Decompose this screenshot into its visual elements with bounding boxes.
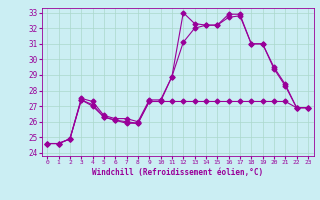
X-axis label: Windchill (Refroidissement éolien,°C): Windchill (Refroidissement éolien,°C) <box>92 168 263 177</box>
